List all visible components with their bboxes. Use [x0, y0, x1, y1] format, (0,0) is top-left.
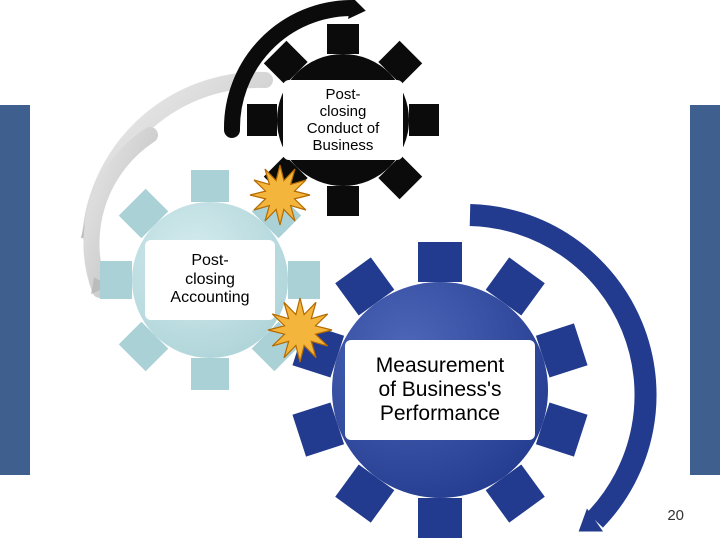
slide-stage: Post- closing Conduct of Business Post- … [0, 0, 720, 540]
page-number: 20 [667, 507, 684, 524]
gear-diagram [0, 0, 720, 540]
